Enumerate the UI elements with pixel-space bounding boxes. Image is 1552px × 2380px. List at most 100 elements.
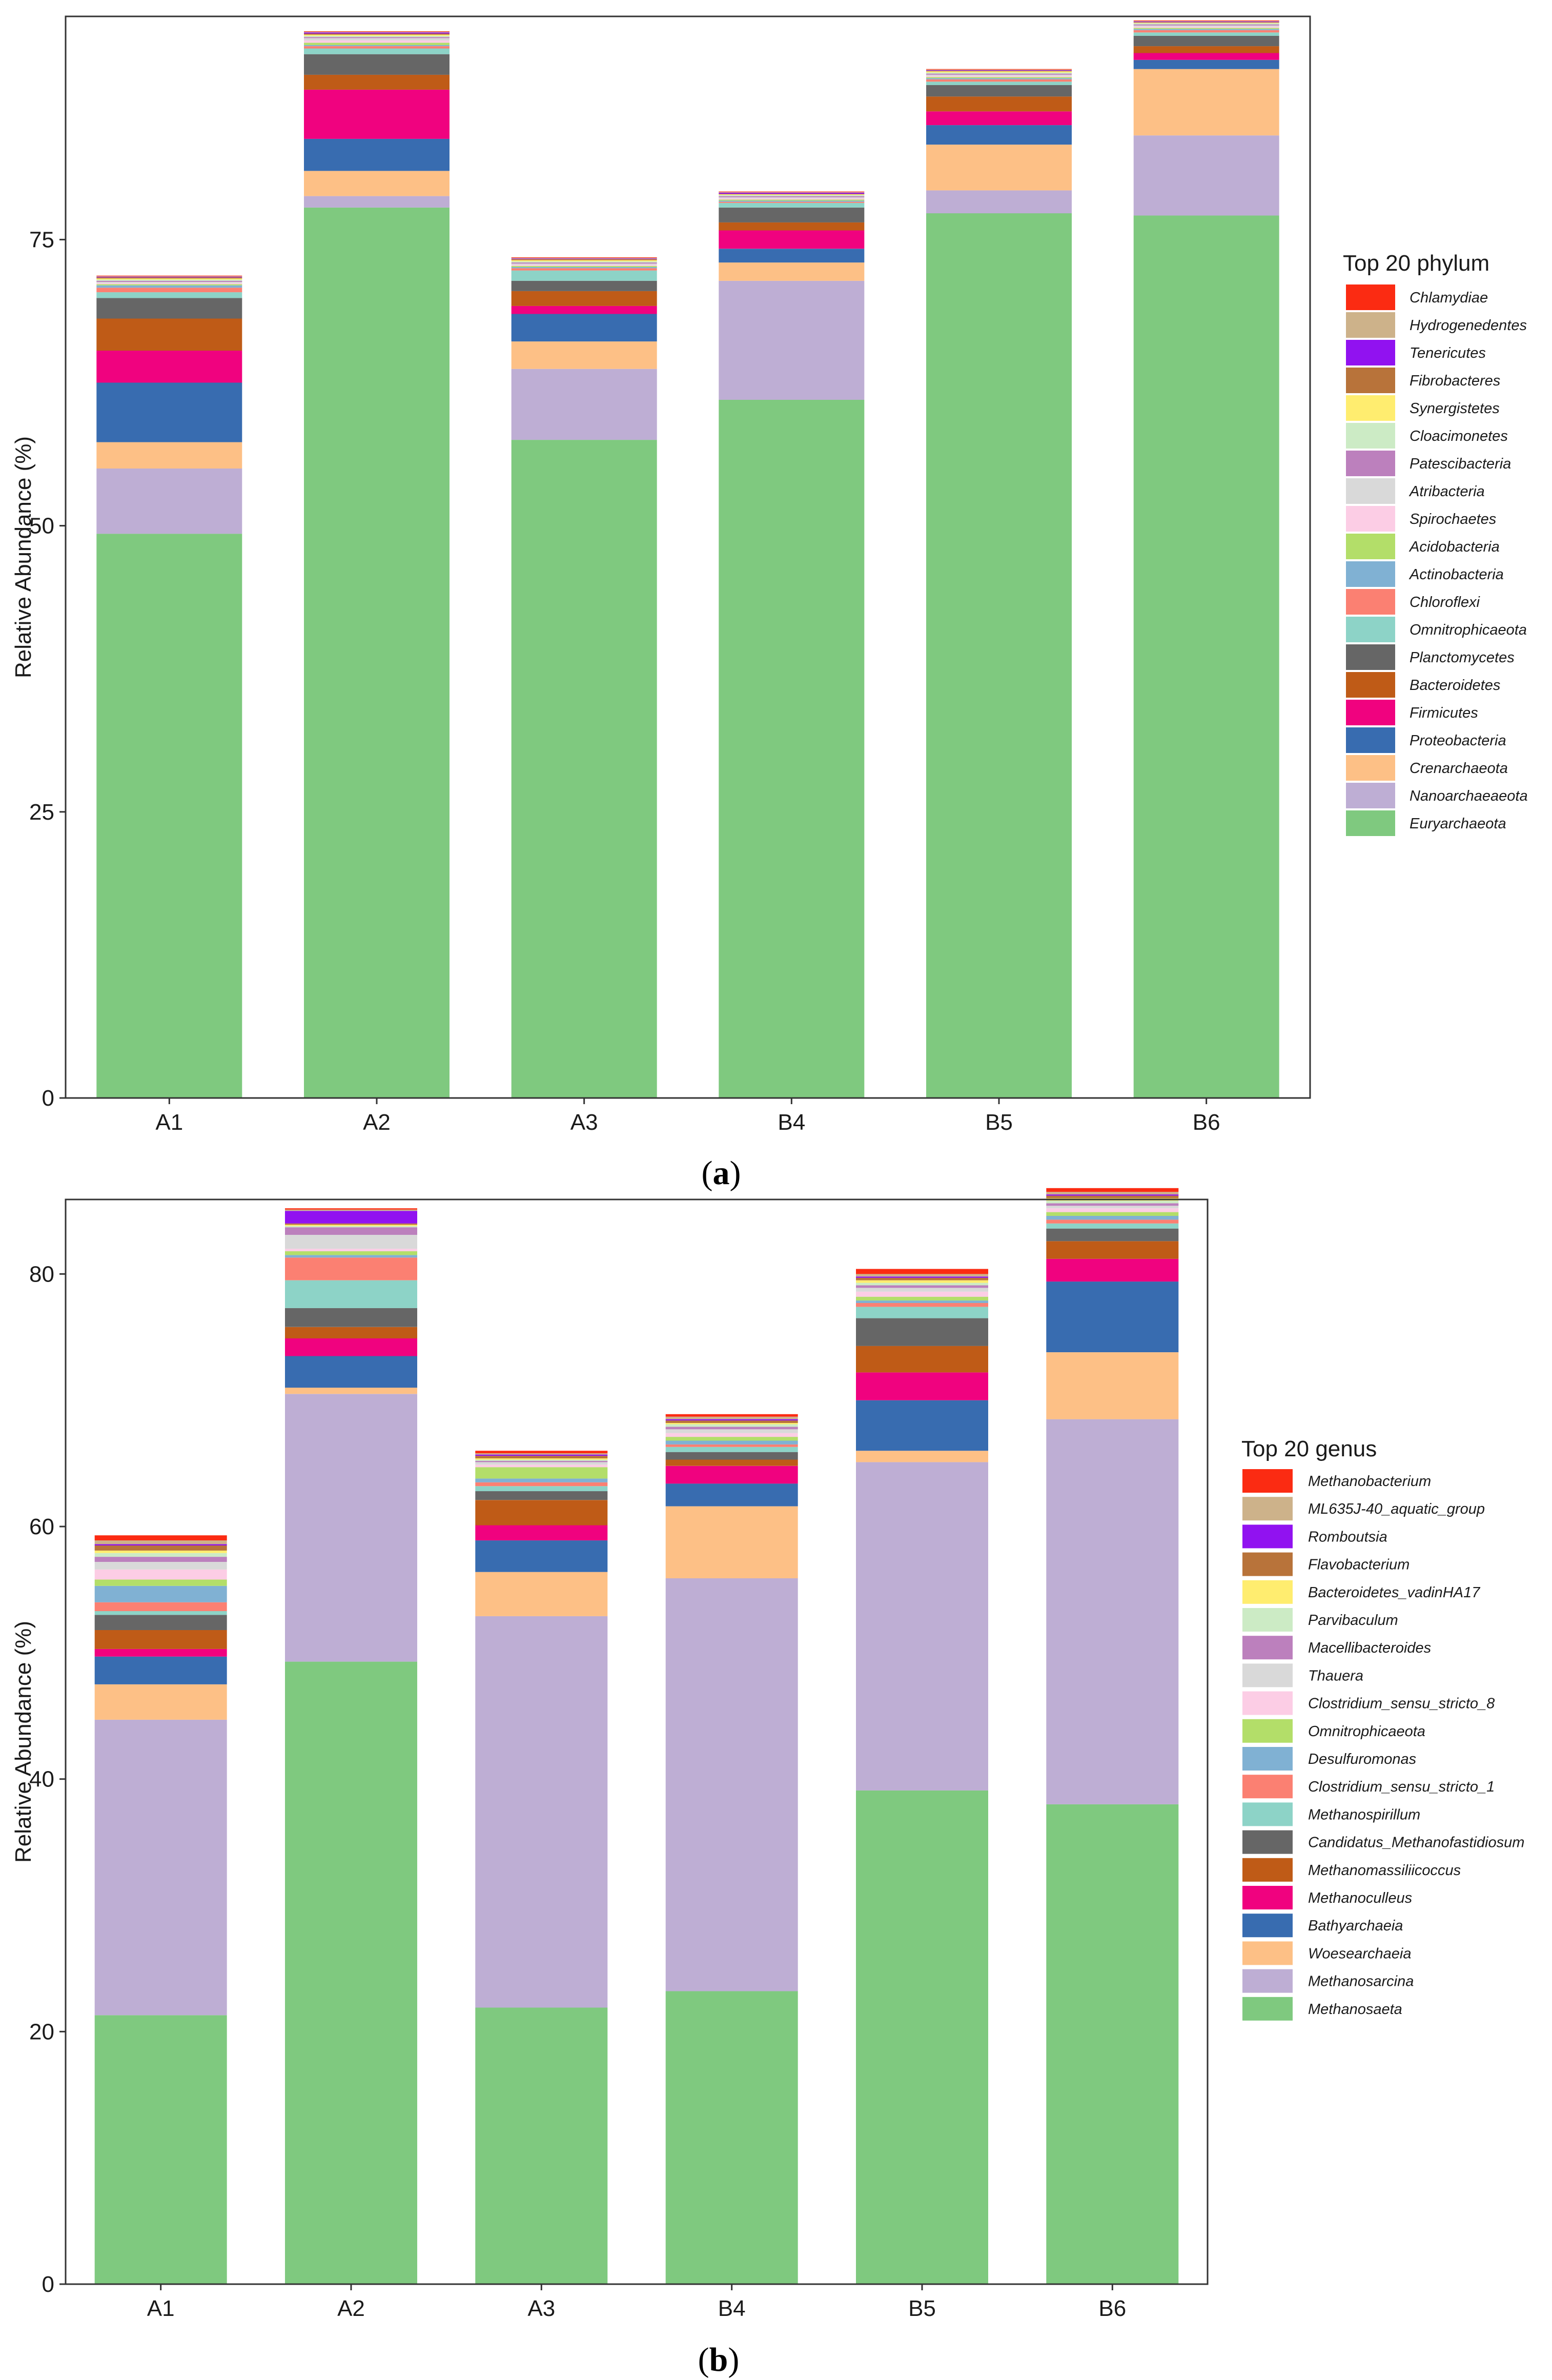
bar-segment-actinobacteria (96, 285, 242, 288)
bar-segment-methanoculleus (94, 1649, 227, 1657)
bar-segment-omnitrophicaeota (1133, 32, 1279, 36)
bar-segment-chlamydiae (926, 69, 1072, 70)
legend: Top 20 phylum Chlamydiae Hydrogenedentes T… (1343, 251, 1528, 836)
bar-segment-desulfuromonas (1046, 1216, 1179, 1220)
bar-segment-tenericutes (304, 32, 450, 34)
bar-segment-flavobacterium (856, 1277, 988, 1280)
bar-segment-ml635j-40-aquatic-group (1046, 1192, 1179, 1195)
legend-label: Methanosarcina (1308, 1974, 1414, 1990)
legend-item-synergistetes: Synergistetes (1346, 395, 1500, 421)
legend-label: Thauera (1308, 1667, 1363, 1684)
legend-label: Bathyarchaeia (1308, 1918, 1403, 1934)
bar-segment-cloacimonetes (926, 72, 1072, 74)
bar-segment-thauera (285, 1235, 417, 1249)
y-tick-label: 75 (29, 227, 54, 252)
legend-item-romboutsia: Romboutsia (1242, 1524, 1387, 1549)
bar-segment-clostridium-sensu-stricto-8 (94, 1569, 227, 1580)
x-tick-label: A1 (155, 1110, 183, 1135)
legend-swatch (1346, 478, 1395, 504)
bar-segment-chloroflexi (304, 46, 450, 49)
bar-segment-crenarchaeota (719, 262, 865, 281)
bar-segment-atribacteria (96, 282, 242, 283)
bar-segment-desulfuromonas (856, 1300, 988, 1303)
bar-segment-methanosarcina (94, 1719, 227, 2016)
bar-segment-chloroflexi (1133, 30, 1279, 33)
bar-segment-romboutsia (1046, 1194, 1179, 1196)
bar-segment-clostridium-sensu-stricto-1 (94, 1602, 227, 1611)
bar-segment-flavobacterium (94, 1545, 227, 1551)
legend-swatch (1346, 312, 1395, 338)
legend-swatch (1242, 1663, 1293, 1687)
bar-segment-patescibacteria (511, 262, 657, 264)
bar-segment-woesearchaeia (475, 1572, 608, 1616)
bar-segment-omnitrophicaeota (285, 1251, 417, 1255)
bar-segment-firmicutes (304, 89, 450, 139)
legend-item-crenarchaeota: Crenarchaeota (1346, 755, 1508, 781)
legend-item-thauera: Thauera (1242, 1663, 1363, 1687)
bar-segment-euryarchaeota (511, 440, 657, 1098)
bar-segment-planctomycetes (96, 298, 242, 319)
y-tick-label: 50 (29, 514, 54, 539)
x-tick-label: B6 (1193, 1110, 1220, 1135)
bar-segment-acidobacteria (96, 284, 242, 286)
bar-segment-clostridium-sensu-stricto-8 (665, 1433, 798, 1437)
x-tick-label: B4 (718, 2296, 746, 2321)
bar-segment-bathyarchaeia (94, 1656, 227, 1684)
legend-item-woesearchaeia: Woesearchaeia (1242, 1941, 1412, 1965)
legend-label: Clostridium_sensu_stricto_1 (1308, 1779, 1495, 1795)
bar-segment-methanosaeta (94, 2015, 227, 2284)
bar-stack-b5 (856, 1269, 988, 2284)
legend-item-nanoarchaeaeota: Nanoarchaeaeota (1346, 783, 1528, 808)
legend-label: ML635J-40_aquatic_group (1308, 1501, 1485, 1517)
panel-label-letter: b (709, 2341, 728, 2378)
bar-segment-candidatus-methanofastidiosum (94, 1615, 227, 1630)
legend-label: Fibrobacteres (1410, 373, 1500, 389)
bar-segment-atribacteria (719, 197, 865, 198)
legend-label: Planctomycetes (1410, 649, 1515, 666)
bar-segment-methanosarcina (1046, 1419, 1179, 1804)
bar-segment-atribacteria (926, 74, 1072, 76)
legend-item-bacteroidetes: Bacteroidetes (1346, 672, 1500, 698)
bar-segment-spirochaetes (511, 265, 657, 266)
bar-segment-bacteroidetes-vadinha17 (665, 1423, 798, 1425)
legend-swatch (1346, 755, 1395, 781)
bar-segment-nanoarchaeaeota (511, 369, 657, 440)
bar-segment-woesearchaeia (665, 1506, 798, 1578)
legend-swatch (1242, 1636, 1293, 1660)
legend-swatch (1242, 1969, 1293, 1993)
bar-segment-synergistetes (96, 278, 242, 280)
bar-segment-methanosaeta (665, 1991, 798, 2284)
bar-segment-candidatus-methanofastidiosum (665, 1452, 798, 1460)
bar-segment-macellibacteroides (285, 1227, 417, 1235)
x-tick-label: B6 (1098, 2296, 1126, 2321)
bar-segment-crenarchaeota (511, 341, 657, 369)
legend-item-firmicutes: Firmicutes (1346, 700, 1478, 725)
bar-segment-nanoarchaeaeota (96, 469, 242, 534)
bar-segment-planctomycetes (719, 207, 865, 222)
legend-swatch (1346, 727, 1395, 753)
legend-label: Chlamydiae (1410, 290, 1488, 306)
legend-swatch (1242, 1747, 1293, 1771)
bar-stack-b5 (926, 69, 1072, 1098)
bar-segment-omnitrophicaeota (304, 48, 450, 54)
bar-segment-euryarchaeota (719, 400, 865, 1098)
bar-segment-methanobacterium (475, 1451, 608, 1454)
bar-segment-crenarchaeota (304, 171, 450, 196)
bar-segment-methanosaeta (475, 2007, 608, 2284)
bar-segment-parvibaculum (285, 1226, 417, 1228)
plot-frame (65, 15, 1311, 1099)
bar-segment-bacteroidetes-vadinha17 (856, 1280, 988, 1283)
legend-item-methanosaeta: Methanosaeta (1242, 1997, 1402, 2021)
legend-item-hydrogenedentes: Hydrogenedentes (1346, 312, 1527, 338)
legend-swatch (1242, 1830, 1293, 1854)
bar-segment-woesearchaeia (856, 1451, 988, 1462)
legend-label: Clostridium_sensu_stricto_8 (1308, 1696, 1495, 1712)
bar-segment-methanomassiliicoccus (1046, 1241, 1179, 1259)
bar-stack-a1 (96, 275, 242, 1098)
legend-swatch (1346, 395, 1395, 421)
legend-item-euryarchaeota: Euryarchaeota (1346, 810, 1506, 836)
legend-label: Methanobacterium (1308, 1473, 1431, 1490)
legend-item-omnitrophicaeota: Omnitrophicaeota (1242, 1719, 1425, 1743)
bar-segment-methanospirillum (94, 1611, 227, 1615)
bar-segment-synergistetes (511, 260, 657, 261)
